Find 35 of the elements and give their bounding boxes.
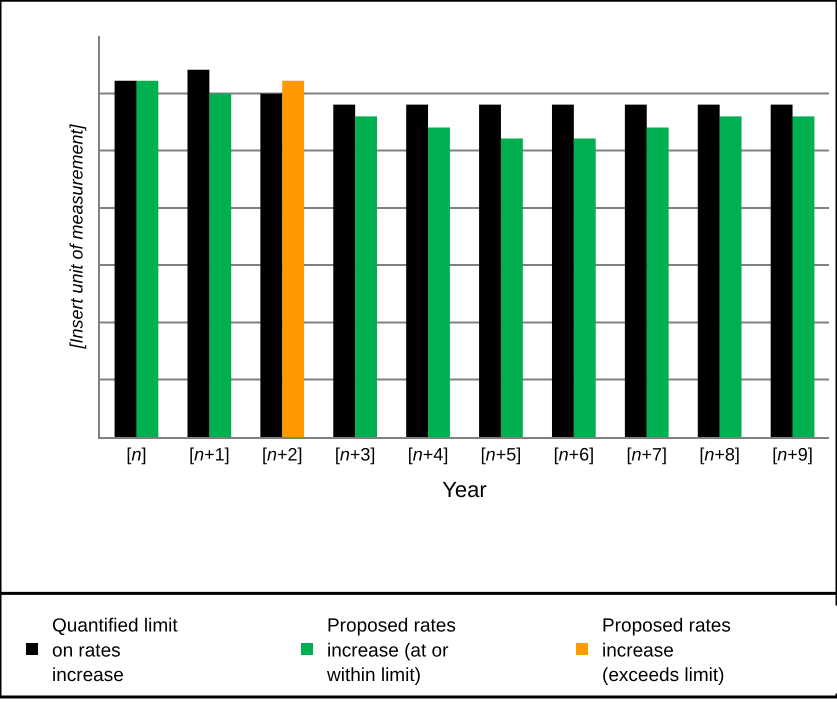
legend-label: Proposed rates increase (at or within limit) <box>326 616 456 686</box>
bar <box>720 116 742 437</box>
bar <box>552 104 574 437</box>
x-tick-label: [n+1] <box>189 444 230 465</box>
bar <box>406 104 428 437</box>
bar <box>770 104 793 437</box>
x-tick-label: [n+5] <box>480 444 522 465</box>
bar <box>282 80 304 437</box>
bar <box>624 104 647 437</box>
x-tick-label: [n+2] <box>262 444 303 465</box>
bar <box>646 127 669 437</box>
x-axis-title: Year <box>442 477 487 502</box>
bar <box>479 104 501 437</box>
x-tick-label: [n+9] <box>772 444 813 465</box>
x-tick-label: [n+4] <box>408 444 448 465</box>
bar <box>260 94 282 437</box>
bar <box>136 80 158 437</box>
bar <box>792 116 814 437</box>
x-tick-label: [n+8] <box>699 444 740 465</box>
y-axis-title: [Insert unit of measurement] <box>66 123 87 350</box>
bar <box>355 116 378 437</box>
bar <box>500 138 523 437</box>
bar <box>114 80 136 437</box>
bar <box>698 104 720 437</box>
x-tick-label: [n+3] <box>334 444 376 465</box>
legend-label: Quantified limit on rates increase <box>52 616 178 686</box>
bar <box>333 104 356 437</box>
legend-label: Proposed rates increase (exceeds limit) <box>602 616 731 686</box>
bar <box>428 127 450 437</box>
bar <box>574 138 596 437</box>
x-tick-label: [n+7] <box>626 444 668 465</box>
x-tick-label: [n+6] <box>554 444 594 465</box>
x-tick-label: [n] <box>126 444 146 465</box>
bar <box>187 70 210 437</box>
bar <box>209 94 232 437</box>
